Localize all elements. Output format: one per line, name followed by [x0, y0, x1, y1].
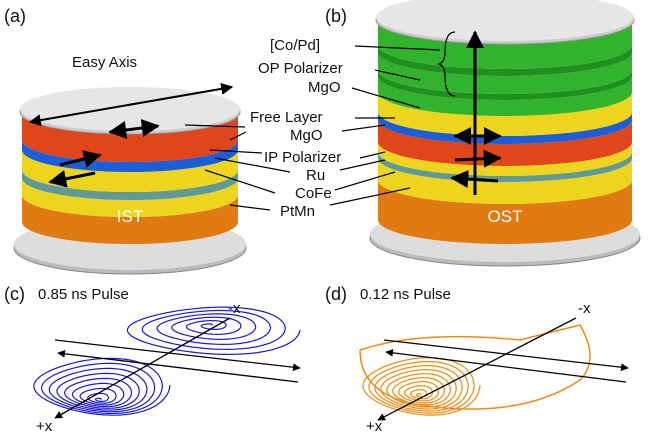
axis-label: +x — [366, 418, 383, 435]
axis — [378, 318, 576, 420]
layer-label: CoFe — [295, 185, 332, 202]
panel-title: 0.85 ns Pulse — [38, 286, 129, 303]
layer-label: Free Layer — [250, 109, 323, 126]
arrow — [455, 158, 500, 160]
layer-label: [Co/Pd] — [270, 37, 320, 54]
layer-label: MgO — [308, 79, 341, 96]
layer-label: PtMn — [280, 203, 315, 220]
panel-label: (c) — [4, 284, 25, 304]
layer-label: Ru — [306, 167, 325, 184]
axis — [55, 318, 230, 418]
trajectory — [34, 358, 170, 415]
device-label: OST — [488, 207, 523, 226]
cap — [20, 87, 240, 131]
axis — [384, 340, 628, 368]
axis-label: -x — [228, 300, 241, 317]
layer-label: MgO — [290, 127, 323, 144]
trajectories — [34, 307, 628, 420]
panel-title: 0.12 ns Pulse — [360, 286, 451, 303]
layer-label: OP Polarizer — [258, 60, 343, 77]
annotation: Easy Axis — [72, 54, 137, 71]
panel-label: (d) — [325, 284, 347, 304]
panel-label: (b) — [325, 6, 347, 26]
figure: (a) (b) IST OST Easy Axis [Co/Pd] OP Pol… — [0, 0, 652, 436]
device-label: IST — [117, 207, 143, 226]
layer-label: IP Polarizer — [264, 149, 341, 166]
axis — [58, 353, 298, 382]
devices — [14, 0, 640, 274]
trajectory — [127, 307, 300, 354]
panel-label: (a) — [4, 6, 26, 26]
trajectory — [363, 358, 480, 416]
axis-label: -x — [578, 300, 591, 317]
axis-label: +x — [36, 418, 53, 435]
